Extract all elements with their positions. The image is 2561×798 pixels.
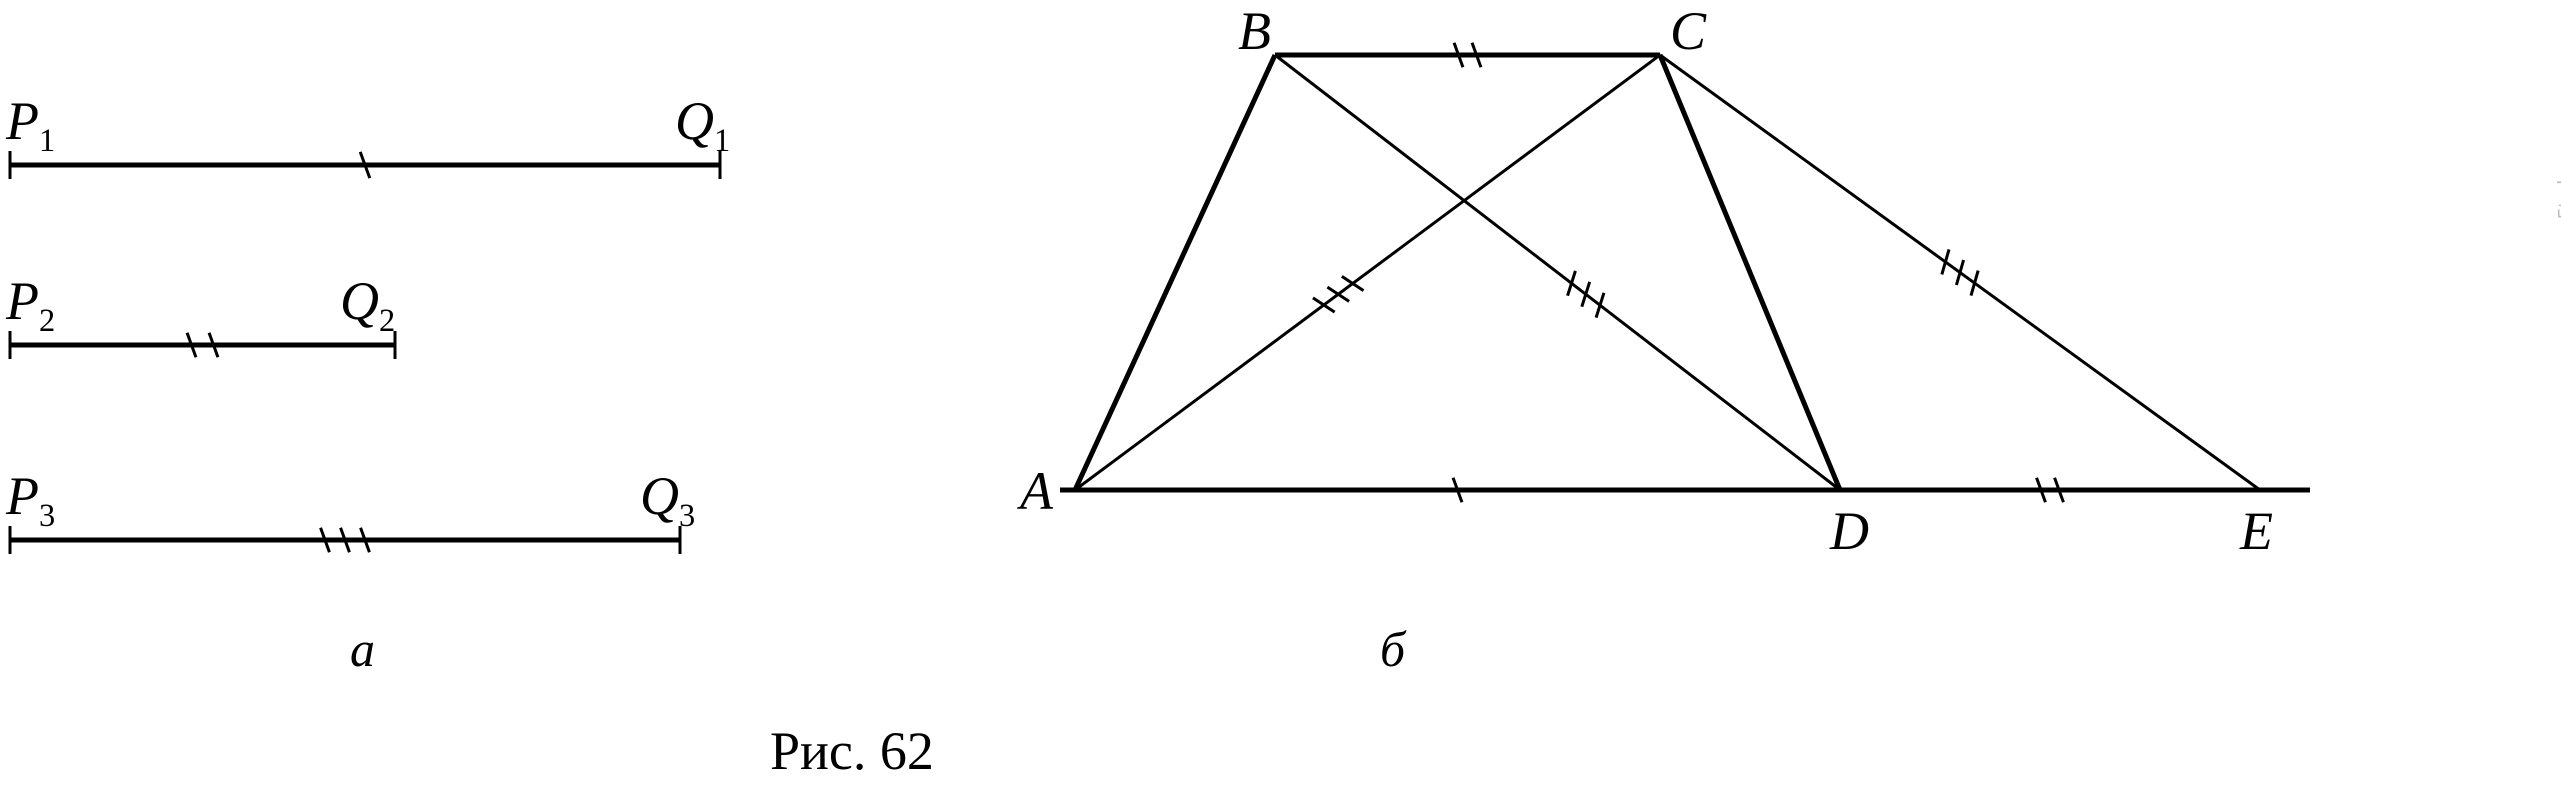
figure-caption: Рис. 62 <box>770 720 934 782</box>
label-Q2: Q2 <box>340 270 395 340</box>
label-P3: P3 <box>6 465 55 535</box>
panel-a-sublabel: а <box>350 620 375 678</box>
label-P1: P1 <box>6 90 55 160</box>
label-C: C <box>1670 0 1706 62</box>
page-root: P1 Q1 P2 Q2 P3 Q3 а A B C D E б Рис. 62 … <box>0 0 2561 798</box>
label-D: D <box>1830 500 1869 562</box>
watermark-text: 5terka.com <box>2555 120 2561 219</box>
label-B: B <box>1238 0 1271 62</box>
label-Q3: Q3 <box>640 465 695 535</box>
label-E: E <box>2240 500 2273 562</box>
label-A: A <box>1020 460 1053 522</box>
panel-b-sublabel: б <box>1380 620 1405 678</box>
panel-b-svg <box>1000 0 2520 600</box>
label-P2: P2 <box>6 270 55 340</box>
label-Q1: Q1 <box>675 90 730 160</box>
